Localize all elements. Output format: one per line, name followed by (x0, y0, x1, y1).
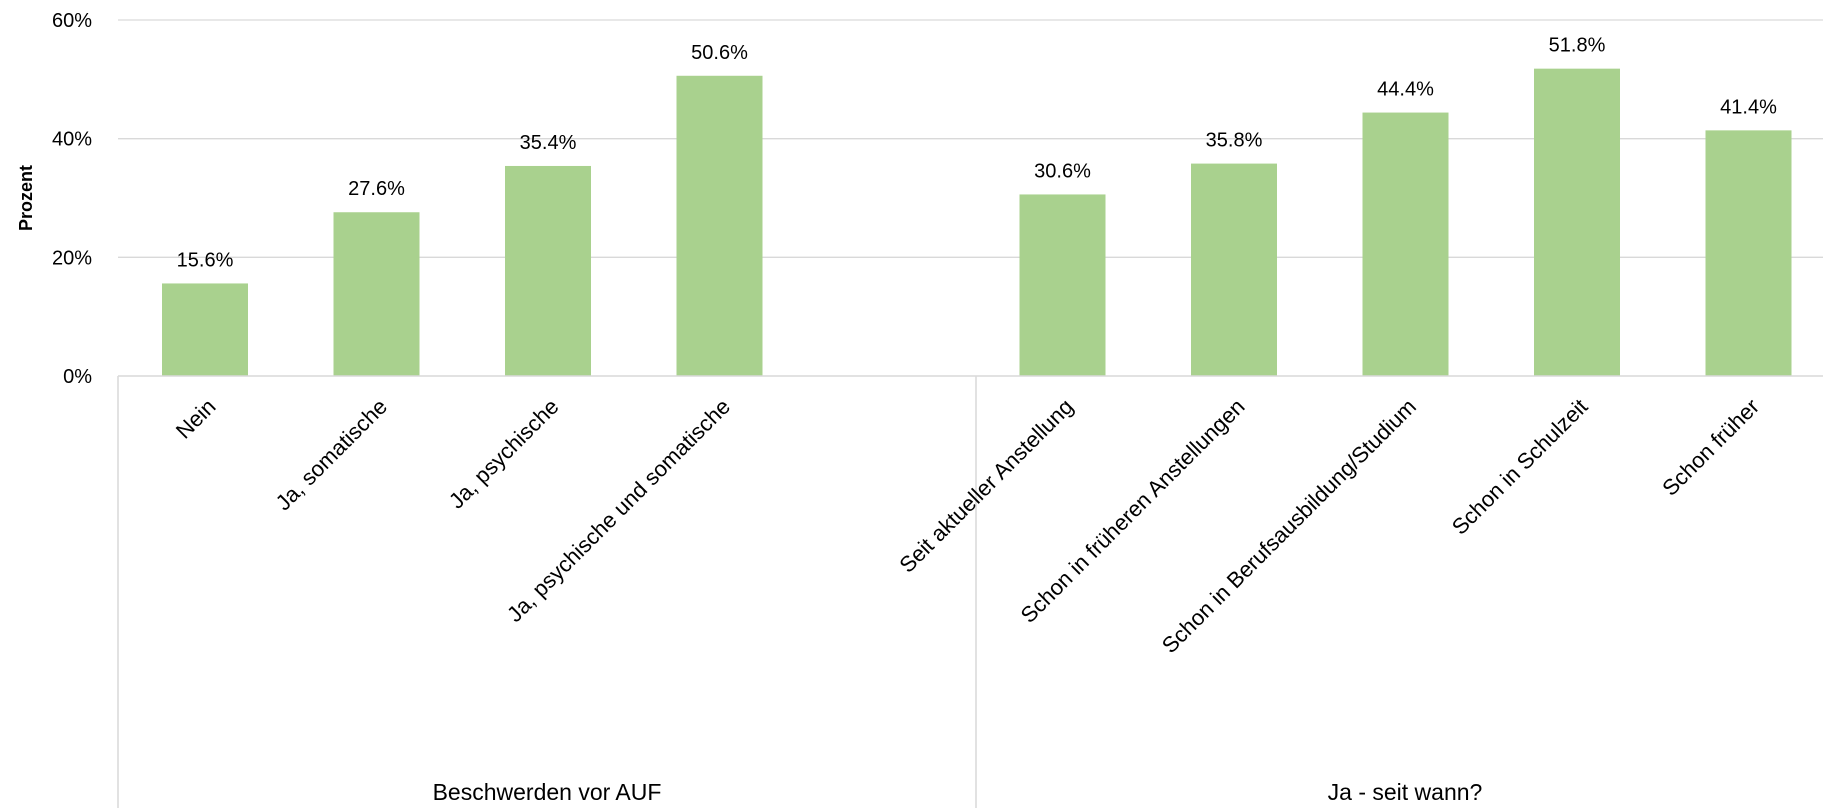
y-axis-title: Prozent (16, 165, 36, 231)
group-label: Beschwerden vor AUF (433, 779, 662, 805)
data-label: 15.6% (177, 249, 234, 271)
x-tick-label: Schon in Schulzeit (1447, 394, 1593, 540)
data-label: 35.8% (1206, 130, 1263, 152)
y-tick-label: 20% (52, 247, 92, 269)
x-tick-label: Ja, somatische (271, 394, 392, 515)
bar (1191, 163, 1277, 376)
x-tick-label: Nein (171, 394, 221, 444)
bar (1019, 194, 1106, 376)
data-label: 27.6% (348, 178, 405, 200)
y-tick-label: 40% (52, 129, 92, 151)
x-tick-label: Schon früher (1657, 394, 1764, 501)
x-tick-label: Ja, psychische (444, 394, 564, 514)
bar (505, 165, 591, 376)
bar (1362, 112, 1449, 376)
data-label: 41.4% (1720, 96, 1777, 118)
bar (676, 75, 763, 377)
y-tick-label: 60% (52, 10, 92, 32)
bar (162, 283, 248, 376)
data-label: 35.4% (520, 132, 577, 154)
data-label: 44.4% (1377, 79, 1434, 101)
x-tick-label: Seit aktueller Anstellung (894, 394, 1078, 578)
group-label: Ja - seit wann? (1328, 779, 1483, 805)
bars: 15.6% 27.6% 35.4% 50.6% 30.6% 35.8% 44.4% 51.8%… (162, 35, 1792, 377)
y-tick-label: 0% (63, 366, 92, 388)
data-label: 51.8% (1549, 35, 1606, 57)
bar (333, 212, 420, 376)
data-label: 50.6% (691, 42, 748, 64)
y-axis: 0% 20% 40% 60% (52, 10, 92, 388)
bar (1534, 68, 1620, 377)
data-label: 30.6% (1034, 160, 1091, 182)
bar (1705, 130, 1792, 376)
